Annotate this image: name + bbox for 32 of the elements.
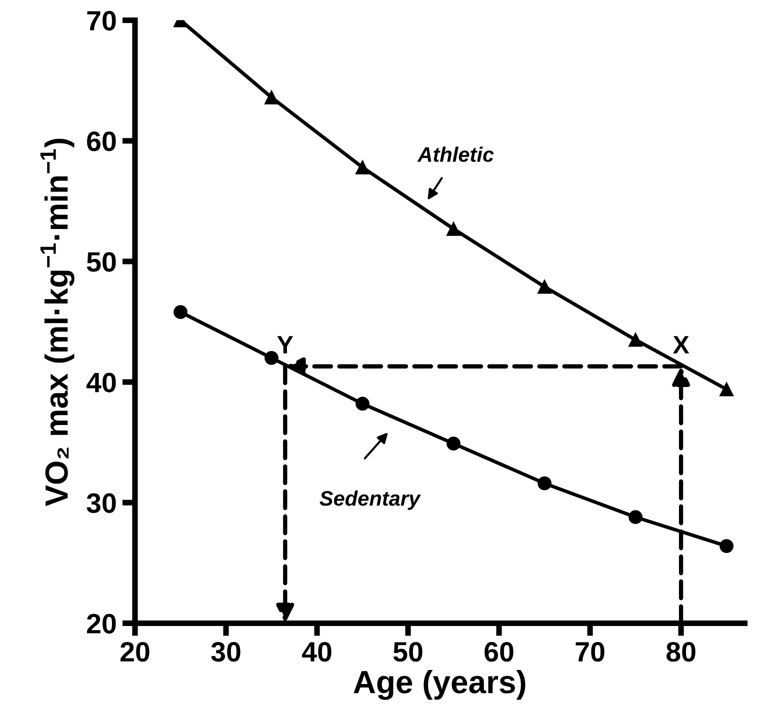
x-tick-label: 60 <box>484 642 514 662</box>
point <box>174 305 188 320</box>
point <box>538 280 552 294</box>
point <box>628 332 642 347</box>
annotation: X <box>672 336 690 354</box>
point <box>356 396 370 411</box>
x-tick-label: 40 <box>302 642 332 662</box>
point <box>264 90 278 104</box>
point <box>446 436 460 450</box>
x-tick-label: 80 <box>666 642 696 662</box>
annotation: Athletic <box>417 146 494 162</box>
y-tick-label: 20 <box>87 614 116 634</box>
y-axis-title: VO₂ max (ml·kg$^{−1}$·min$^{−1}$) <box>40 138 74 506</box>
x-tick-label: 50 <box>393 642 422 662</box>
y-tick-label: 30 <box>86 493 116 514</box>
point <box>446 222 460 236</box>
x-tick-label: 30 <box>211 642 240 662</box>
point <box>264 350 278 365</box>
point <box>720 382 734 396</box>
y-tick-label: 50 <box>86 252 116 272</box>
x-tick-label: 20 <box>120 642 150 662</box>
x-axis-title: Age (years) <box>354 670 526 700</box>
x-tick-label: 70 <box>576 642 604 662</box>
annotation: Sedentary <box>320 490 421 510</box>
y-tick-label: 60 <box>87 132 116 152</box>
annotation: Y <box>277 336 294 354</box>
y-tick-label: 70 <box>87 10 116 31</box>
point <box>720 539 734 553</box>
point <box>628 510 642 524</box>
y-tick-label: 40 <box>86 372 116 392</box>
point <box>356 160 370 174</box>
point <box>538 476 552 490</box>
